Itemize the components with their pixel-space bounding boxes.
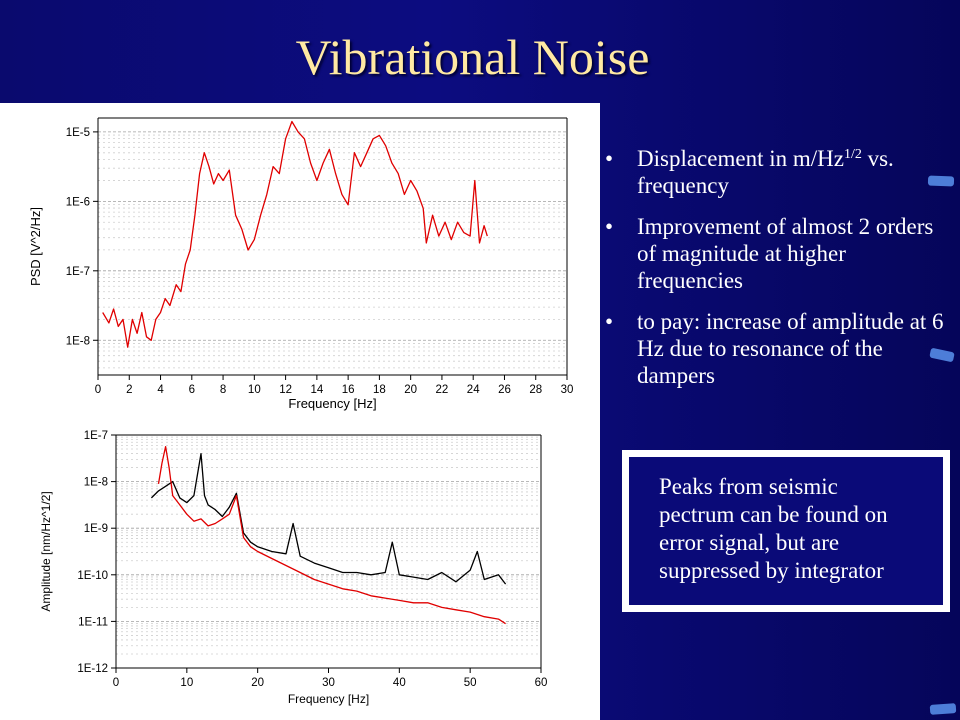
- x-tick-label: 26: [498, 384, 511, 396]
- decorative-dash: [929, 703, 957, 715]
- x-tick-label: 20: [404, 384, 417, 396]
- y-axis-label: PSD [V^2/Hz]: [28, 207, 43, 286]
- bullet-item-improvement: • Improvement of almost 2 orders of magn…: [605, 213, 950, 294]
- series-line-1: [150, 452, 507, 585]
- x-tick-label: 14: [310, 384, 323, 396]
- y-tick-label: 1E-12: [77, 663, 108, 675]
- y-tick-label: 1E-9: [84, 523, 108, 535]
- x-tick-label: 28: [529, 384, 542, 396]
- figure-panel: 0 2 4 6 8 10 12 14 16 18 20 22 24 26 28 30 1E-8 1E-7 1E-6 1…: [0, 103, 600, 720]
- x-tick-label: 0: [113, 677, 119, 689]
- x-tick-label: 30: [322, 677, 335, 689]
- y-tick-label: 1E-7: [84, 430, 108, 442]
- x-tick-label: 60: [535, 677, 548, 689]
- bullet-dot: •: [605, 309, 614, 334]
- bullet-dot: •: [605, 146, 614, 171]
- x-axis-label: Frequency [Hz]: [288, 396, 376, 411]
- y-tick-label: 1E-5: [66, 127, 90, 139]
- y-tick-label: 1E-7: [66, 266, 90, 278]
- amplitude-chart: 0 10 20 30 40 50 60 1E-7 1E-8 1E-9 1E-10 1E-11 1E-12…: [39, 430, 547, 706]
- x-tick-label: 24: [467, 384, 480, 396]
- series-line-1: [102, 120, 488, 348]
- psd-chart: 0 2 4 6 8 10 12 14 16 18 20 22 24 26 28 301E-81E-71E-61…: [28, 117, 574, 411]
- slide-title: Vibrational Noise: [295, 29, 650, 85]
- x-tick-label: 8: [220, 384, 226, 396]
- y-tick-label: 1E-10: [77, 570, 108, 582]
- bullet-dot: •: [605, 214, 614, 239]
- bullet-list: • Displacement in m/Hz1/2 vs. frequency …: [605, 145, 950, 403]
- x-tick-label: 12: [279, 384, 292, 396]
- y-tick-label: 1E-8: [66, 335, 90, 347]
- bullet-item-displacement: • Displacement in m/Hz1/2 vs. frequency: [605, 145, 950, 199]
- bullet-superscript: 1/2: [843, 147, 862, 162]
- y-tick-label: 1E-8: [84, 477, 108, 489]
- psd-figure: 0 2 4 6 8 10 12 14 16 18 20 22 24 26 28 301E-81E-71E-61…: [28, 117, 574, 706]
- series-line-2: [157, 445, 506, 625]
- bullet-text: Displacement in m/Hz: [637, 146, 844, 171]
- bullet-text-tail: vs. frequency: [637, 146, 894, 198]
- y-tick-label: 1E-11: [78, 616, 108, 628]
- decorative-dash: [927, 175, 955, 187]
- x-tick-label: 10: [248, 384, 261, 396]
- x-tick-label: 2: [126, 384, 132, 396]
- x-tick-label: 30: [561, 384, 574, 396]
- x-tick-label: 6: [189, 384, 195, 396]
- y-axis-label: Amplitude [nm/Hz^1/2]: [39, 491, 53, 611]
- x-tick-label: 20: [251, 677, 264, 689]
- note-text: Peaks from seismic pectrum can be found …: [629, 457, 943, 605]
- x-tick-label: 0: [95, 384, 101, 396]
- x-tick-label: 10: [180, 677, 193, 689]
- x-tick-label: 4: [157, 384, 164, 396]
- bullet-text: to pay: increase of amplitude at 6 Hz du…: [637, 309, 944, 388]
- note-box: Peaks from seismic pectrum can be found …: [622, 450, 950, 612]
- x-tick-label: 16: [342, 384, 355, 396]
- y-tick-label: 1E-6: [66, 196, 90, 208]
- x-tick-label: 50: [464, 677, 477, 689]
- bullet-text: Improvement of almost 2 orders of magnit…: [637, 214, 934, 293]
- x-tick-label: 40: [393, 677, 406, 689]
- bullet-item-to-pay: • to pay: increase of amplitude at 6 Hz …: [605, 308, 950, 389]
- x-axis-label: Frequency [Hz]: [288, 692, 369, 706]
- x-tick-label: 22: [436, 384, 449, 396]
- x-tick-label: 18: [373, 384, 386, 396]
